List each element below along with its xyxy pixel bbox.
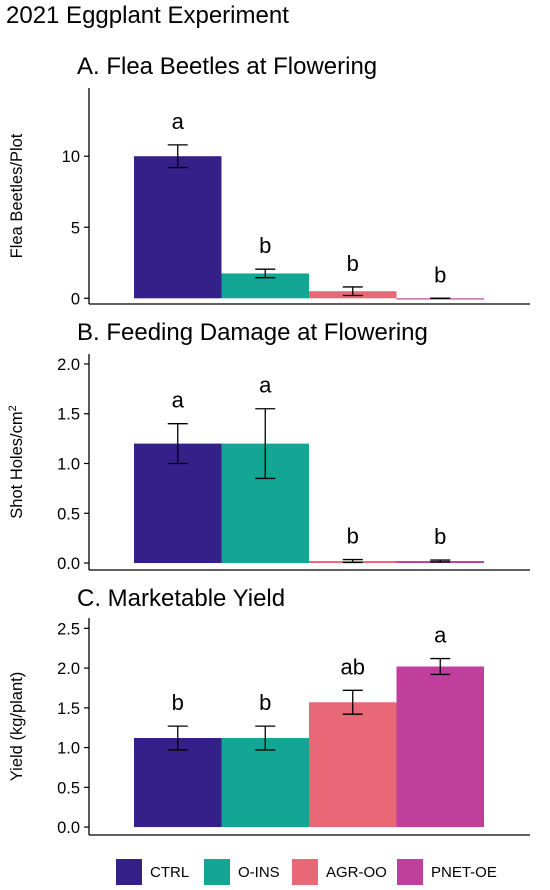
- panel-a-ytick-label-2: 10: [62, 148, 80, 166]
- panel-a-letter-pnet-oe: b: [434, 262, 446, 287]
- panel-a-ytick-label-0: 0: [71, 290, 80, 308]
- panel-b-ytick-label-4: 2.0: [57, 356, 80, 374]
- panel-b-ytick-label-0: 0.0: [57, 555, 80, 573]
- panel-b-letter-ctrl: a: [172, 388, 185, 413]
- legend-label-ctrl: CTRL: [150, 863, 190, 881]
- legend-label-pnet-oe: PNET-OE: [431, 863, 497, 881]
- panel-c-bar-o-ins: [221, 738, 309, 828]
- panel-a-ylabel: Flea Beetles/Plot: [8, 133, 26, 258]
- panel-c-letter-o-ins: b: [259, 690, 271, 715]
- panel-a-letter-agr-oo: b: [347, 251, 359, 276]
- panel-c-ylabel: Yield (kg/plant): [8, 672, 26, 781]
- panel-c-letter-pnet-oe: a: [434, 623, 447, 648]
- panel-b-ytick-label-3: 1.5: [57, 406, 80, 424]
- panel-c-ytick-label-1: 0.5: [57, 779, 80, 797]
- panel-a-ytick-label-1: 5: [71, 219, 80, 237]
- panel-c-bar-pnet-oe: [396, 666, 484, 828]
- panel-c-bar-agr-oo: [309, 702, 397, 828]
- panel-b-letter-pnet-oe: b: [434, 524, 446, 549]
- panel-c-title: C. Marketable Yield: [77, 585, 285, 612]
- legend: CTRL O-INS AGR-OO PNET-OE: [0, 858, 550, 886]
- figure-title: 2021 Eggplant Experiment: [6, 2, 289, 29]
- panel-c-ytick-label-2: 1.0: [57, 740, 80, 758]
- panel-a-title: A. Flea Beetles at Flowering: [77, 53, 377, 80]
- panel-b-title: B. Feeding Damage at Flowering: [77, 319, 428, 346]
- legend-swatch-o-ins: [204, 859, 230, 885]
- panel-c-ytick-label-4: 2.0: [57, 660, 80, 678]
- panel-c-letter-ctrl: b: [172, 690, 184, 715]
- legend-item-pnet-oe: PNET-OE: [397, 858, 497, 886]
- panel-c-bar-ctrl: [134, 738, 222, 828]
- panel-b-letter-agr-oo: b: [347, 524, 359, 549]
- panel-c-ytick-label-5: 2.5: [57, 620, 80, 638]
- legend-label-agr-oo: AGR-OO: [326, 863, 387, 881]
- legend-swatch-pnet-oe: [397, 859, 423, 885]
- legend-item-o-ins: O-INS: [204, 858, 280, 886]
- panel-a-letter-o-ins: b: [259, 233, 271, 258]
- panel-b-letter-o-ins: a: [259, 373, 272, 398]
- panel-b-ylabel: Shot Holes/cm2: [7, 405, 26, 518]
- legend-swatch-ctrl: [116, 859, 142, 885]
- legend-item-ctrl: CTRL: [116, 858, 189, 886]
- panel-c-ytick-label-0: 0.0: [57, 819, 80, 837]
- panel-a-letter-ctrl: a: [172, 109, 185, 134]
- legend-label-o-ins: O-INS: [238, 863, 280, 881]
- legend-swatch-agr-oo: [292, 859, 318, 885]
- legend-item-agr-oo: AGR-OO: [292, 858, 387, 886]
- panel-b-ytick-label-2: 1.0: [57, 455, 80, 473]
- panel-a-bar-ctrl: [134, 156, 222, 299]
- panel-c-ytick-label-3: 1.5: [57, 700, 80, 718]
- panel-b-ytick-label-1: 0.5: [57, 505, 80, 523]
- panel-c-letter-agr-oo: ab: [341, 654, 365, 679]
